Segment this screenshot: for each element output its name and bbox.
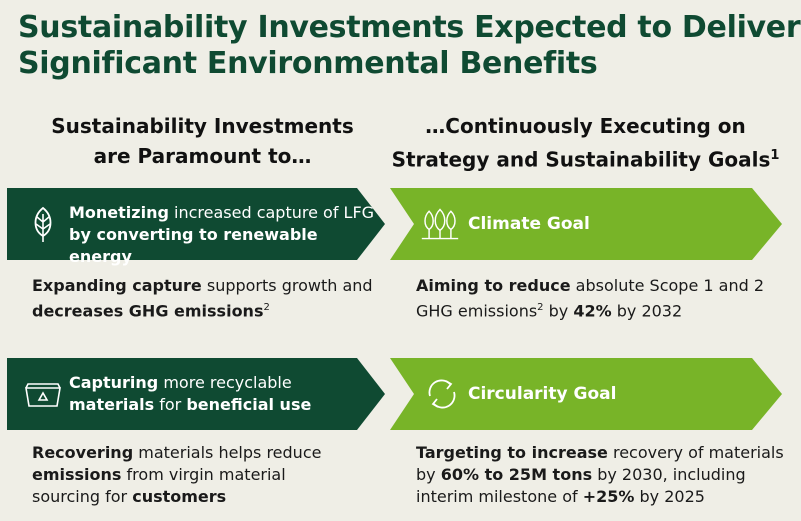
monetizing-banner-text: Monetizing increased capture of LFG by c… [69,202,385,268]
desc-bold: decreases GHG emissions [32,301,264,321]
desc-text: by 2032 [611,301,683,321]
circularity-goal-banner: Circularity Goal [390,358,782,430]
banner-shape [390,188,782,260]
desc-bold: emissions [32,465,122,484]
desc-text: by 2030, including [592,465,746,484]
banner-bold: by converting to renewable energy [69,225,318,266]
desc-text: by [416,465,441,484]
capturing-banner-text: Capturing more recyclable materials for … [69,372,311,416]
desc-text: interim milestone of [416,487,583,506]
circular-arrows-icon [428,379,456,409]
page-title-line2: Significant Environmental Benefits [18,46,598,81]
monetizing-description: Expanding capture supports growth and de… [32,275,373,322]
desc-bold: 42% [573,301,612,321]
footnote-marker: 2 [537,302,544,313]
footnote-marker: 1 [770,148,780,163]
desc-text: GHG emissions [416,301,538,321]
footnote-marker: 2 [263,302,270,313]
desc-text: from virgin material [121,465,286,484]
circularity-goal-label: Circularity Goal [468,384,617,404]
desc-bold: Expanding capture [32,276,202,295]
banner-bold: materials [69,395,155,414]
trees-icon [421,208,459,240]
desc-text: materials helps reduce [133,443,322,462]
banner-shape [7,358,385,430]
desc-bold: Targeting to increase [416,443,608,462]
banner-text: for [154,395,187,414]
desc-bold: customers [132,487,227,506]
desc-bold: Aiming to reduce [416,276,571,295]
desc-bold: 60% to 25M tons [440,465,593,484]
desc-text: by [543,301,574,321]
banner-shape [7,188,385,260]
banner-text: more recyclable [158,373,292,392]
banner-shape [390,358,782,430]
left-heading-line1: Sustainability Investments [51,114,354,138]
left-heading-line2: are Paramount to… [93,144,312,168]
desc-bold: +25% [582,487,635,506]
circularity-goal-description: Targeting to increase recovery of materi… [416,442,784,508]
desc-text: by 2025 [634,487,705,506]
page-title-line1: Sustainability Investments Expected to D… [18,10,801,45]
climate-goal-banner: Climate Goal [390,188,782,260]
desc-text: sourcing for [32,487,133,506]
monetizing-banner: Monetizing increased capture of LFG by c… [7,188,385,266]
desc-bold: Recovering [32,443,134,462]
capturing-banner: Capturing more recyclable materials for … [7,358,385,430]
banner-text: increased capture of LFG [168,203,375,222]
desc-text: absolute Scope 1 and 2 [570,276,764,295]
capturing-description: Recovering materials helps reduce emissi… [32,442,321,508]
right-heading-line1: …Continuously Executing on [425,114,746,138]
climate-goal-description: Aiming to reduce absolute Scope 1 and 2 … [416,275,764,322]
climate-goal-label: Climate Goal [468,214,590,234]
left-column-heading: Sustainability Investments are Paramount… [30,111,375,171]
leaf-icon [34,206,52,242]
recycling-bin-icon [25,383,61,407]
banner-bold: beneficial use [186,395,312,414]
right-column-heading: …Continuously Executing on Strategy and … [378,111,793,175]
desc-text: recovery of materials [607,443,784,462]
banner-bold: Capturing [69,373,159,392]
page-title: Sustainability Investments Expected to D… [18,10,801,82]
banner-bold: Monetizing [69,203,169,222]
right-heading-line2: Strategy and Sustainability Goals1 [378,141,793,175]
desc-text: supports growth and [201,276,373,295]
right-heading-line2-text: Strategy and Sustainability Goals [391,147,771,172]
